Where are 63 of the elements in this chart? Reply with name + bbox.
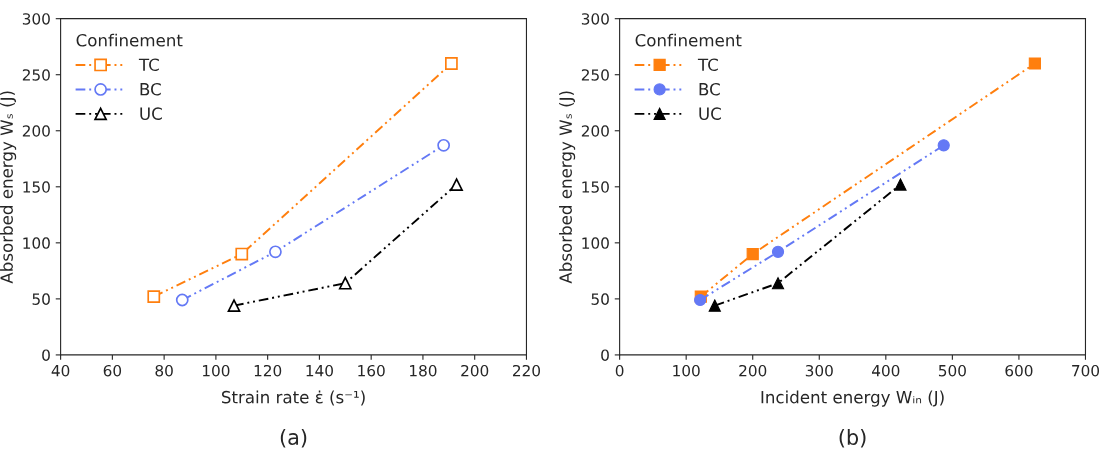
x-tick-label: 160 — [358, 364, 385, 377]
point — [694, 293, 707, 307]
y-axis-title: Absorbed energy Wₛ (J) — [559, 91, 576, 284]
point — [269, 245, 282, 259]
point — [437, 138, 451, 152]
x-tick-label: 180 — [410, 364, 437, 377]
x-tick-label: 200 — [461, 364, 489, 377]
point — [147, 290, 161, 304]
point — [746, 247, 759, 261]
y-tick-label: 100 — [23, 237, 50, 249]
x-tick-label: 40 — [51, 364, 70, 377]
x-tick-label: 60 — [103, 364, 122, 377]
point — [937, 139, 950, 152]
point — [338, 276, 352, 290]
x-tick-label: 400 — [871, 364, 900, 377]
x-tick-label: 0 — [615, 364, 624, 377]
x-tick-label: 300 — [805, 364, 833, 377]
y-tick-label: 0 — [42, 349, 50, 361]
legend-label: TC — [697, 58, 718, 72]
point — [235, 247, 249, 261]
y-tick-label: 50 — [32, 293, 50, 305]
y-tick-label: 200 — [22, 125, 50, 137]
x-tick-label: 100 — [673, 364, 700, 377]
y-tick-label: 300 — [22, 13, 50, 25]
y-axis-title: Absorbed energy Wₛ (J) — [0, 91, 17, 284]
point — [708, 299, 721, 312]
y-tick-label: 200 — [581, 125, 609, 137]
x-tick-label: 600 — [1005, 364, 1033, 377]
legend-label: TC — [138, 58, 159, 72]
point — [445, 57, 458, 70]
x-tick-label: 120 — [254, 364, 282, 377]
point — [1028, 57, 1042, 70]
legend-label: BC — [140, 82, 161, 96]
point — [450, 178, 463, 191]
point — [771, 277, 785, 290]
x-tick-label: 140 — [306, 364, 333, 377]
x-tick-label: 200 — [739, 364, 767, 377]
point — [227, 299, 241, 312]
y-tick-label: 150 — [582, 181, 609, 193]
text: (a) — [280, 428, 307, 448]
y-tick-label: 150 — [23, 181, 50, 193]
legend-title: Confinement — [76, 33, 183, 47]
point — [175, 293, 189, 307]
y-tick-label: 300 — [581, 13, 609, 25]
x-tick-label: 80 — [155, 364, 173, 377]
y-tick-label: 0 — [601, 349, 609, 361]
y-tick-label: 100 — [582, 237, 609, 249]
legend-label: UC — [140, 107, 162, 120]
x-axis-title: Strain rate ε̇ (s⁻¹) — [221, 390, 365, 406]
point — [771, 245, 785, 258]
x-tick-label: 500 — [938, 364, 966, 377]
text: (b) — [839, 428, 866, 448]
y-tick-label: 50 — [591, 293, 609, 305]
legend-title: Confinement — [635, 33, 742, 47]
y-tick-label: 250 — [22, 69, 50, 81]
x-tick-label: 220 — [512, 364, 541, 377]
x-tick-label: 100 — [202, 364, 230, 377]
point — [894, 178, 907, 191]
legend-label: BC — [699, 82, 720, 96]
legend-label: UC — [699, 107, 721, 120]
x-axis-title: Incident energy Wᵢₙ (J) — [761, 390, 944, 407]
x-tick-label: 700 — [1072, 364, 1100, 377]
y-tick-label: 250 — [581, 69, 609, 81]
